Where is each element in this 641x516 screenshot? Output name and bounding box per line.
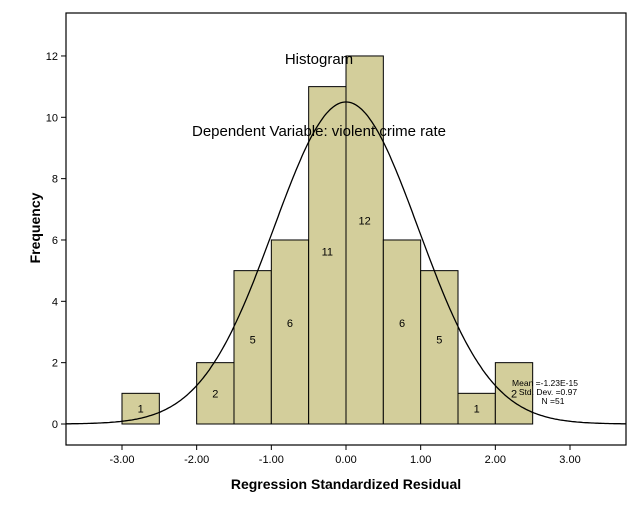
chart-title: Histogram — [285, 51, 353, 68]
y-axis-ticks: 0 2 4 6 8 10 12 — [46, 51, 66, 431]
x-tick-label: 1.00 — [410, 454, 431, 466]
chart-subtitle: Dependent Variable: violent crime rate — [192, 123, 446, 140]
normal-curve — [66, 101, 626, 425]
bar-count-label: 6 — [287, 318, 293, 330]
x-axis-ticks: -3.00 -2.00 -1.00 0.00 1.00 2.00 3.00 — [109, 445, 581, 466]
histogram-bar — [121, 392, 160, 425]
bar-count-label: 5 — [436, 335, 442, 347]
histogram-bar — [420, 270, 459, 425]
x-tick-label: 3.00 — [559, 454, 580, 466]
bar-count-label: 11 — [322, 246, 333, 258]
stats-std-dev: Std. Dev. =0.97 — [519, 387, 577, 397]
y-tick-label: 2 — [52, 358, 58, 370]
y-axis-title: Frequency — [27, 192, 43, 263]
histogram-bar — [308, 86, 347, 425]
x-tick-label: -1.00 — [259, 454, 284, 466]
x-axis-title: Regression Standardized Residual — [231, 476, 461, 492]
bar-count-label: 2 — [511, 388, 517, 400]
y-tick-label: 0 — [52, 419, 58, 431]
bar-count-label: 1 — [138, 404, 144, 416]
histogram-bar — [382, 239, 422, 425]
stats-mean: Mean =-1.23E-15 — [512, 378, 578, 388]
x-tick-label: -3.00 — [109, 454, 134, 466]
y-tick-label: 8 — [52, 174, 58, 186]
bar-count-label: 2 — [212, 388, 218, 400]
stats-n: N =51 — [542, 396, 565, 406]
bar-count-label: 1 — [474, 404, 480, 416]
histogram-bar — [270, 239, 310, 425]
y-tick-label: 4 — [52, 296, 58, 308]
histogram-bar — [345, 55, 384, 425]
x-tick-label: -2.00 — [184, 454, 209, 466]
x-tick-label: 2.00 — [485, 454, 506, 466]
stats-annotation: Mean =-1.23E-15 Std. Dev. =0.97 N =51 — [512, 378, 578, 406]
histogram-bar — [494, 362, 534, 425]
x-tick-label: 0.00 — [335, 454, 356, 466]
y-tick-label: 12 — [46, 51, 58, 63]
y-tick-label: 10 — [46, 112, 58, 124]
bar-count-label: 5 — [250, 335, 256, 347]
histogram-bar — [233, 270, 272, 425]
bar-count-label: 12 — [359, 216, 371, 228]
histogram-bar — [457, 392, 496, 425]
y-tick-label: 6 — [52, 235, 58, 247]
bar-count-label: 6 — [399, 318, 405, 330]
